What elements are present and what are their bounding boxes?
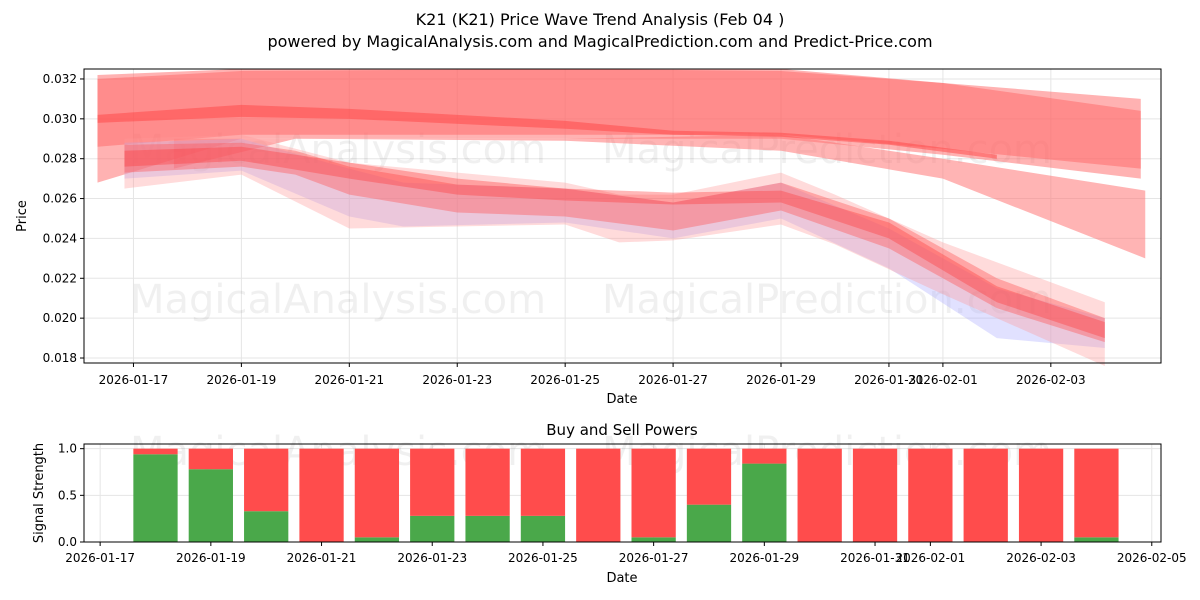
x-tick-label: 2026-01-27 (619, 551, 689, 565)
sell-bar (299, 448, 344, 542)
y-axis-label: Signal Strength (32, 443, 47, 543)
y-tick-label: 0.032 (43, 72, 77, 86)
x-tick-label: 2026-01-19 (176, 551, 246, 565)
sell-bar (520, 448, 566, 516)
x-tick-label: 2026-01-25 (508, 551, 578, 565)
x-tick-label: 2026-01-27 (638, 373, 708, 387)
sell-bar (631, 448, 676, 538)
y-tick-label: 0.018 (43, 351, 77, 365)
price-wave-band (173, 134, 1146, 259)
plot-frame (83, 443, 1162, 543)
buy-bar (354, 537, 400, 542)
sell-bar (908, 448, 953, 542)
x-tick-label: 2026-01-21 (287, 551, 357, 565)
y-axis-label: Price (15, 200, 30, 232)
x-tick-label: 2026-02-05 (1117, 551, 1187, 565)
chart-title: K21 (K21) Price Wave Trend Analysis (Feb… (415, 10, 785, 29)
x-tick-label: 2026-01-31 (854, 373, 924, 387)
x-tick-label: 2026-01-19 (207, 373, 277, 387)
x-tick-label: 2026-01-31 (840, 551, 910, 565)
y-tick-label: 1.0 (58, 442, 77, 456)
sell-bar (1018, 448, 1064, 542)
sell-bar (244, 448, 289, 512)
buy-bar (1074, 537, 1119, 542)
x-tick-label: 2026-01-25 (530, 373, 600, 387)
watermark-text: MagicalAnalysis.com (130, 277, 546, 323)
chart-subtitle: powered by MagicalAnalysis.com and Magic… (267, 32, 933, 51)
x-tick-label: 2026-02-03 (1016, 373, 1086, 387)
x-tick-label: 2026-01-23 (422, 373, 492, 387)
y-tick-label: 0.026 (43, 192, 77, 206)
buy-bar (520, 515, 566, 542)
buy-bar (188, 469, 233, 542)
buy-bar (686, 504, 732, 542)
sell-bar (188, 448, 233, 470)
sell-bar (354, 448, 400, 538)
sell-bar (133, 448, 178, 455)
sell-bar (410, 448, 455, 516)
sell-bar (465, 448, 510, 516)
price-wave-band (124, 138, 1105, 349)
buy-bar (410, 515, 455, 542)
price-wave-band (97, 104, 997, 159)
x-tick-label: 2026-02-03 (1006, 551, 1076, 565)
buy-bar (742, 463, 787, 542)
x-tick-label: 2026-02-01 (896, 551, 966, 565)
watermark-text: MagicalPrediction.com (602, 277, 1052, 323)
y-tick-label: 0.020 (43, 311, 77, 325)
x-tick-label: 2026-01-21 (314, 373, 384, 387)
price-wave-band (97, 69, 1141, 169)
y-tick-label: 0.028 (43, 152, 77, 166)
sell-bar (686, 448, 732, 505)
sell-bar (576, 448, 621, 542)
buy-bar (244, 511, 289, 542)
x-axis-label: Date (606, 392, 637, 407)
x-axis-label: Date (606, 571, 637, 586)
y-tick-label: 0.0 (58, 535, 77, 549)
price-wave-band (124, 142, 1105, 343)
sell-bar (797, 448, 842, 542)
x-tick-label: 2026-01-29 (746, 373, 816, 387)
x-tick-label: 2026-01-23 (397, 551, 467, 565)
x-tick-label: 2026-01-29 (729, 551, 799, 565)
y-tick-label: 0.030 (43, 112, 77, 126)
price-wave-band (124, 134, 1105, 366)
y-tick-label: 0.024 (43, 231, 77, 245)
sell-bar (852, 448, 898, 542)
buy-bar (133, 454, 178, 542)
buy-bar (465, 515, 510, 542)
plot-frame (83, 68, 1162, 364)
price-wave-band (124, 146, 1105, 339)
bar-chart-title: Buy and Sell Powers (546, 421, 698, 439)
x-tick-label: 2026-01-17 (99, 373, 169, 387)
y-tick-label: 0.022 (43, 271, 77, 285)
sell-bar (1074, 448, 1119, 538)
x-tick-label: 2026-02-01 (908, 373, 978, 387)
buy-bar (631, 537, 676, 542)
sell-bar (963, 448, 1008, 542)
sell-bar (742, 448, 787, 464)
x-tick-label: 2026-01-17 (65, 551, 135, 565)
y-tick-label: 0.5 (58, 488, 77, 502)
